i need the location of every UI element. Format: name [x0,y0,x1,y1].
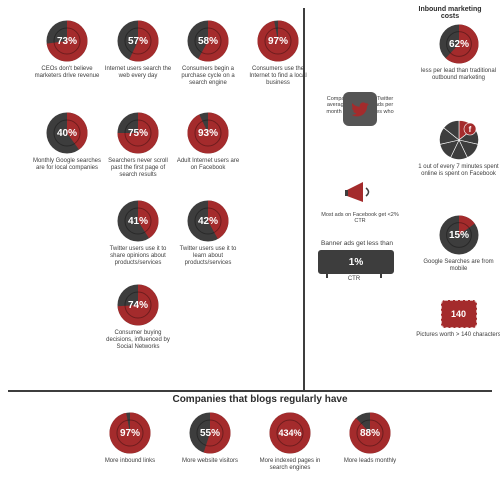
stat-caption: Consumers use the Internet to find a loc… [243,66,313,87]
stat-pie: 55% [189,412,231,454]
stat-cell: 75% Searchers never scroll past the first… [103,112,173,179]
stat-cell: 88% More leads monthly [335,412,405,465]
svg-text:97%: 97% [120,428,140,439]
stat-caption: More indexed pages in search engines [255,458,325,472]
stat-pie: 58% [187,20,229,62]
info-tile: 140 Pictures worth > 140 characters [416,300,500,339]
svg-text:434%: 434% [278,428,301,438]
stat-caption: More website visitors [175,458,245,465]
banner-leg [326,270,328,278]
stat-pie: 97% [257,20,299,62]
svg-text:f: f [468,125,471,134]
stat-pie: 434% [269,412,311,454]
stat-caption: Searchers never scroll past the first pa… [103,158,173,179]
stat-cell: 73% CEOs don't believe marketers drive re… [32,20,102,80]
twitter-icon [343,92,377,126]
stat-pie: 75% [117,112,159,154]
stat-cell: 15% Google Searches are from mobile [416,215,500,273]
svg-text:40%: 40% [57,128,77,139]
stat-caption: 1 out of every 7 minutes spent online is… [416,164,500,178]
stat-cell: 93% Adult Internet users are on Facebook [173,112,243,172]
stat-pie: 88% [349,412,391,454]
svg-text:41%: 41% [128,216,148,227]
stat-pie: 40% [46,112,88,154]
svg-text:15%: 15% [448,230,468,241]
info-tile: Companies that use Twitter average 2X mo… [320,92,400,121]
stat-caption: Twitter users use it to learn about prod… [173,246,243,267]
stat-cell: 40% Monthly Google searches are for local… [32,112,102,172]
stat-cell: f 1 out of every 7 minutes spent online i… [416,120,500,178]
svg-text:97%: 97% [268,36,288,47]
stat-caption: Internet users search the web every day [103,66,173,80]
megaphone-icon [343,178,377,208]
stat-cell: 74% Consumer buying decisions, influenced… [103,284,173,351]
stat-caption: CEOs don't believe marketers drive reven… [32,66,102,80]
stat-caption: Consumer buying decisions, influenced by… [103,330,173,351]
stat-pie: 97% [109,412,151,454]
banner-value: 1% [320,257,392,268]
stat-cell: 97% Consumers use the Internet to find a … [243,20,313,87]
stat-pie: 93% [187,112,229,154]
svg-text:75%: 75% [128,128,148,139]
stat-caption: Google Searches are from mobile [416,259,500,273]
banner-box: 1% [318,250,394,274]
svg-text:55%: 55% [200,428,220,439]
stat-caption: Adult Internet users are on Facebook [173,158,243,172]
banner-leg [380,270,382,278]
stat-caption: Monthly Google searches are for local co… [32,158,102,172]
stat-caption: More leads monthly [335,458,405,465]
info-caption: Most ads on Facebook get <2% CTR [320,212,400,225]
svg-text:57%: 57% [128,36,148,47]
horizontal-divider [8,390,492,392]
stat-pie: 74% [117,284,159,326]
stat-pie: 42% [187,200,229,242]
svg-text:88%: 88% [360,428,380,439]
stat-caption: less per lead than traditional outbound … [416,68,500,82]
stat-cell: 42% Twitter users use it to learn about p… [173,200,243,267]
stat-pie: 41% [117,200,159,242]
stat-cell: 58% Consumers begin a purchase cycle on a… [173,20,243,87]
bottom-heading: Companies that blogs regularly have [150,394,370,405]
char-pill: 140 [441,300,477,328]
stat-pie: 57% [117,20,159,62]
svg-text:58%: 58% [198,36,218,47]
stat-caption: Twitter users use it to share opinions a… [103,246,173,267]
info-caption: Pictures worth > 140 characters [416,332,500,339]
right-heading: Inbound marketing costs [410,6,490,20]
svg-text:74%: 74% [128,300,148,311]
stat-caption: More inbound links [95,458,165,465]
svg-text:93%: 93% [198,128,218,139]
info-tile: Most ads on Facebook get <2% CTR [320,178,400,225]
banner-title: Banner ads get less than [318,240,396,247]
stat-cell: 62% less per lead than traditional outbou… [416,24,500,82]
stat-pie: 73% [46,20,88,62]
stat-cell: 57% Internet users search the web every d… [103,20,173,80]
svg-text:73%: 73% [57,36,77,47]
stat-cell: 55% More website visitors [175,412,245,465]
stat-cell: 434% More indexed pages in search engines [255,412,325,472]
stat-cell: 41% Twitter users use it to share opinion… [103,200,173,267]
stat-cell: 97% More inbound links [95,412,165,465]
svg-text:62%: 62% [448,39,468,50]
svg-text:42%: 42% [198,216,218,227]
stat-caption: Consumers begin a purchase cycle on a se… [173,66,243,87]
